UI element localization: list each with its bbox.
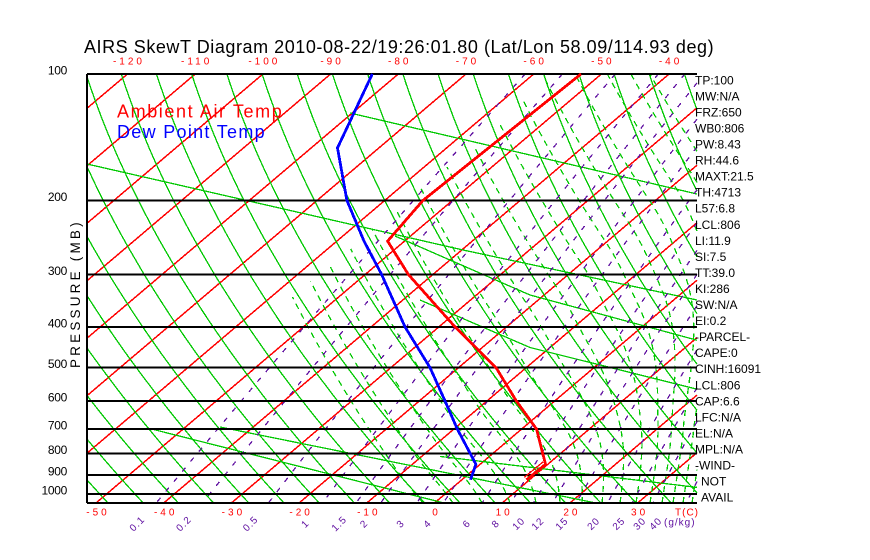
svg-text:-20: -20 xyxy=(289,508,312,519)
svg-text:LI:11.9: LI:11.9 xyxy=(695,234,731,248)
svg-text:Dew Point Temp: Dew Point Temp xyxy=(117,122,266,142)
svg-text:-10: -10 xyxy=(357,508,380,519)
svg-text:300: 300 xyxy=(48,264,68,278)
svg-text:800: 800 xyxy=(48,443,68,457)
svg-text:-WIND-: -WIND- xyxy=(695,459,735,473)
svg-text:LFC:N/A: LFC:N/A xyxy=(695,410,741,424)
svg-text:-40: -40 xyxy=(659,57,682,68)
svg-text:CINH:16091: CINH:16091 xyxy=(695,362,761,376)
svg-text:EL:N/A: EL:N/A xyxy=(695,426,733,440)
svg-text:100: 100 xyxy=(48,64,68,78)
svg-text:-90: -90 xyxy=(320,57,343,68)
svg-text:500: 500 xyxy=(48,357,68,371)
svg-text:LCL:806: LCL:806 xyxy=(695,218,741,232)
svg-text:-40: -40 xyxy=(154,508,177,519)
svg-text:FRZ:650: FRZ:650 xyxy=(695,105,742,119)
svg-text:PRESSURE (MB): PRESSURE (MB) xyxy=(68,219,83,368)
svg-text:RH:44.6: RH:44.6 xyxy=(695,154,739,168)
svg-text:NOT: NOT xyxy=(701,475,727,489)
svg-text:0: 0 xyxy=(432,508,441,519)
svg-text:-50: -50 xyxy=(86,508,109,519)
svg-text:SI:7.5: SI:7.5 xyxy=(695,250,727,264)
svg-text:-70: -70 xyxy=(456,57,479,68)
svg-text:-80: -80 xyxy=(388,57,411,68)
svg-text:MAXT:21.5: MAXT:21.5 xyxy=(695,170,754,184)
svg-text:AVAIL: AVAIL xyxy=(701,491,734,505)
svg-text:Ambient Air Temp: Ambient Air Temp xyxy=(117,102,283,122)
svg-text:-100: -100 xyxy=(248,57,280,68)
svg-text:EI:0.2: EI:0.2 xyxy=(695,314,727,328)
svg-text:-50: -50 xyxy=(591,57,614,68)
svg-text:-120: -120 xyxy=(113,57,145,68)
svg-text:900: 900 xyxy=(48,464,68,478)
svg-text:TH:4713: TH:4713 xyxy=(695,186,741,200)
svg-text:MW:N/A: MW:N/A xyxy=(695,89,739,103)
svg-text:AIRS SkewT Diagram 2010-08-22/: AIRS SkewT Diagram 2010-08-22/19:26:01.8… xyxy=(84,37,714,57)
svg-text:10: 10 xyxy=(496,508,513,519)
svg-text:-110: -110 xyxy=(181,57,212,68)
svg-text:KI:286: KI:286 xyxy=(695,282,730,296)
svg-text:20: 20 xyxy=(563,508,580,519)
svg-text:TP:100: TP:100 xyxy=(695,73,734,87)
svg-text:WB0:806: WB0:806 xyxy=(695,121,745,135)
svg-text:-PARCEL-: -PARCEL- xyxy=(695,330,750,344)
svg-text:T(C): T(C) xyxy=(675,508,699,519)
svg-text:CAP:6.6: CAP:6.6 xyxy=(695,394,740,408)
svg-text:SW:N/A: SW:N/A xyxy=(695,298,737,312)
svg-text:700: 700 xyxy=(48,418,68,432)
svg-text:400: 400 xyxy=(48,316,68,330)
svg-text:(g/kg): (g/kg) xyxy=(664,518,696,529)
svg-text:200: 200 xyxy=(48,190,68,204)
svg-text:600: 600 xyxy=(48,390,68,404)
svg-text:-60: -60 xyxy=(523,57,546,68)
svg-text:30: 30 xyxy=(631,508,648,519)
svg-text:-30: -30 xyxy=(222,508,245,519)
svg-text:L57:6.8: L57:6.8 xyxy=(695,202,735,216)
svg-text:TT:39.0: TT:39.0 xyxy=(695,266,735,280)
svg-text:MPL:N/A: MPL:N/A xyxy=(695,442,743,456)
svg-text:1000: 1000 xyxy=(42,484,68,498)
svg-text:CAPE:0: CAPE:0 xyxy=(695,346,738,360)
svg-text:PW:8.43: PW:8.43 xyxy=(695,138,741,152)
svg-text:LCL:806: LCL:806 xyxy=(695,378,741,392)
